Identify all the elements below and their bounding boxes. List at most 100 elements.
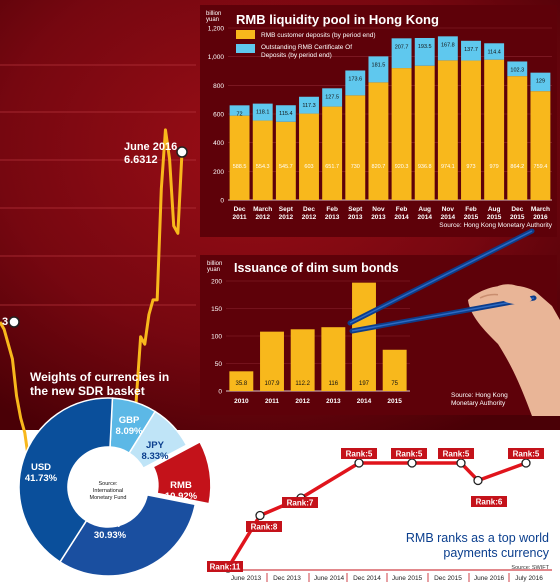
dim-bar-2 — [290, 329, 315, 391]
dim-ytick-4: 200 — [211, 279, 222, 286]
liq-bar-cds-4 — [322, 88, 343, 107]
liq-xtick-month-2: Sept — [279, 206, 294, 213]
pie-slices — [18, 397, 212, 577]
liq-bar-deposits-4 — [322, 106, 343, 200]
rank-xtick-6: June 2016 — [474, 575, 505, 582]
liq-label-cds-1: 118.1 — [256, 110, 269, 116]
pie-label-value-rmb: 10.92% — [165, 491, 198, 502]
liq-label-cds-6: 181.5 — [372, 62, 386, 68]
swift-rank-chart: Rank:11 Rank:8 Rank:7 Rank:5 Rank:5 Rank:5 Ran… — [207, 448, 552, 582]
dim-bar-label-1: 107.9 — [264, 381, 280, 387]
liq-label-cds-13: 129 — [536, 79, 545, 85]
pie-label-name-eur: EUR — [100, 519, 120, 530]
rank-label-1: Rank:8 — [251, 523, 278, 532]
rank-xtick-4: June 2015 — [392, 575, 423, 582]
liq-bar-deposits-0 — [229, 115, 250, 200]
dim-axis: 0 50 100 150 200 — [211, 279, 410, 396]
liq-bar-cds-1 — [252, 103, 273, 121]
fx-end-marker — [176, 146, 188, 158]
liq-label-cds-0: 72 — [237, 111, 243, 117]
liq-xtick-year-11: 2015 — [487, 214, 502, 221]
liq-label-deposits-7: 920.3 — [395, 164, 409, 170]
dim-ytick-0: 0 — [218, 389, 222, 396]
liq-bar-deposits-5 — [345, 95, 366, 200]
dim-xtick-2: 2012 — [295, 398, 310, 405]
pie-label-name-gbp: GBP — [119, 415, 140, 426]
dim-ytick-2: 100 — [211, 334, 222, 341]
dim-xtick-5: 2015 — [387, 398, 402, 405]
liq-xtick-month-9: Nov — [442, 206, 455, 213]
liq-bar-cds-8 — [414, 37, 435, 66]
liq-label-cds-3: 117.3 — [302, 103, 315, 109]
chopsticks-hand-illustration — [347, 228, 560, 416]
rank-label-box-7 — [508, 448, 544, 459]
dim-xtick-4: 2014 — [357, 398, 372, 405]
fx-end-value-label: 6.6312 — [124, 154, 158, 166]
rank-label-box-6 — [471, 496, 507, 507]
liq-bar-deposits-11 — [484, 59, 505, 200]
exchange-rate-gridlines — [0, 64, 196, 306]
liq-xtick-month-7: Feb — [396, 206, 408, 213]
liq-xtick-month-13: March — [531, 206, 550, 213]
liq-bar-deposits-8 — [414, 65, 435, 200]
liq-ytick-5: 1,000 — [208, 54, 225, 61]
liq-label-cds-7: 207.7 — [395, 44, 409, 50]
rank-label-box-3 — [341, 448, 377, 459]
rank-marker-7 — [521, 458, 531, 468]
rank-label-4: Rank:5 — [396, 450, 423, 459]
fx-start-marker — [8, 316, 20, 328]
rank-label-2: Rank:7 — [287, 499, 314, 508]
liq-bar-cds-3 — [299, 96, 319, 114]
liq-bar-cds-5 — [345, 70, 366, 96]
pie-label-name-usd: USD — [31, 462, 51, 473]
liq-ytick-3: 600 — [213, 112, 224, 119]
liq-label-cds-11: 114.4 — [487, 49, 500, 55]
liq-label-cds-9: 167.8 — [441, 42, 455, 48]
legend-label-deposits: RMB customer deposits (by period end) — [261, 32, 376, 39]
rank-marker-5 — [456, 458, 466, 468]
pie-title-2: the new SDR basket — [30, 384, 145, 398]
liq-label-deposits-12: 864.2 — [510, 164, 524, 170]
liq-ylabel-1: billion — [206, 11, 221, 17]
rank-source: Source: SWIFT — [511, 565, 549, 571]
dim-bar-5 — [382, 349, 407, 391]
rank-title-1: RMB ranks as a top world — [406, 531, 549, 545]
rank-label-6: Rank:6 — [476, 498, 503, 507]
legend-label-cds-1: Outstanding RMB Certificate Of — [261, 44, 352, 51]
liq-label-cds-10: 137.7 — [464, 47, 478, 53]
rank-xtick-3: Dec 2014 — [353, 575, 381, 582]
dim-xtick-0: 2010 — [234, 398, 249, 405]
liq-ytick-2: 400 — [213, 140, 224, 147]
fx-start-value-label: 3 — [2, 316, 8, 328]
liq-label-cds-2: 115.4 — [279, 111, 292, 117]
liq-xtick-month-0: Dec — [234, 206, 246, 213]
hand-shape — [468, 285, 560, 416]
liq-bar-cds-0 — [229, 105, 250, 116]
liq-bar-cds-12 — [507, 61, 528, 77]
dim-ylabel-1: billion — [207, 261, 222, 267]
liq-label-deposits-11: 979 — [490, 164, 499, 170]
liq-bar-cds-2 — [275, 105, 296, 122]
liq-xtick-year-5: 2013 — [348, 214, 363, 221]
liq-bar-deposits-3 — [299, 113, 319, 200]
liq-label-deposits-8: 936.8 — [418, 164, 432, 170]
rank-label-3: Rank:5 — [346, 450, 373, 459]
liq-title: RMB liquidity pool in Hong Kong — [236, 12, 439, 27]
liq-ytick-0: 0 — [220, 198, 224, 205]
dim-sum-bonds-chart: billion yuan Issuance of dim sum bonds 0… — [200, 255, 557, 415]
liq-xtick-month-6: Nov — [372, 206, 385, 213]
liq-xtick-month-12: Dec — [511, 206, 523, 213]
liq-ytick-4: 800 — [213, 83, 224, 90]
legend-swatch-deposits — [236, 30, 255, 39]
liq-xtick-month-3: Dec — [303, 206, 315, 213]
legend-swatch-cds — [236, 44, 255, 53]
liq-label-cds-4: 127.5 — [325, 94, 339, 100]
chopstick-upper-highlight — [349, 230, 533, 324]
liq-xtick-month-10: Feb — [465, 206, 477, 213]
pie-center-note-3: Monetary Fund — [90, 495, 127, 501]
liq-label-deposits-13: 759.4 — [534, 164, 548, 170]
liq-xtick-year-12: 2015 — [510, 214, 525, 221]
rank-xtick-1: Dec 2013 — [273, 575, 301, 582]
liq-xtick-month-1: March — [253, 206, 272, 213]
